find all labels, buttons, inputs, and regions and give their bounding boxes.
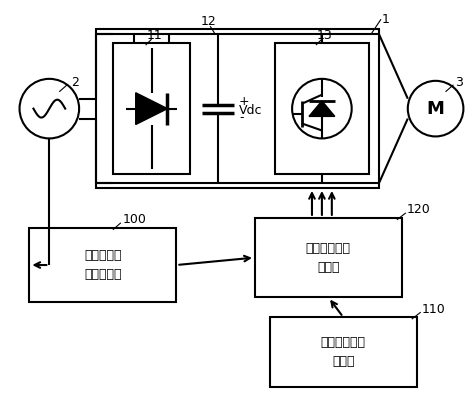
Bar [275, 43, 369, 174]
Bar [113, 43, 191, 174]
Text: 120: 120 [407, 203, 430, 216]
Bar [96, 29, 379, 188]
Text: 11: 11 [147, 29, 163, 41]
Bar [29, 228, 176, 302]
Text: 最终电压指令
生成部: 最终电压指令 生成部 [306, 242, 351, 274]
Text: 过调制电压
指令生成部: 过调制电压 指令生成部 [84, 249, 122, 281]
Text: 3: 3 [456, 76, 463, 89]
Text: +: + [239, 95, 250, 108]
Text: -: - [239, 111, 244, 124]
Text: 2: 2 [71, 76, 79, 89]
Text: Vdc: Vdc [239, 104, 263, 117]
Text: 13: 13 [317, 29, 333, 41]
Bar [270, 317, 417, 387]
Bar [255, 218, 402, 297]
Polygon shape [136, 93, 167, 124]
Text: 110: 110 [422, 303, 446, 316]
Text: 12: 12 [201, 15, 216, 28]
Text: M: M [427, 100, 445, 118]
Text: 100: 100 [123, 213, 146, 226]
Polygon shape [309, 101, 335, 117]
Text: 初始电压指令
生成部: 初始电压指令 生成部 [321, 336, 366, 368]
Text: 1: 1 [382, 13, 390, 26]
